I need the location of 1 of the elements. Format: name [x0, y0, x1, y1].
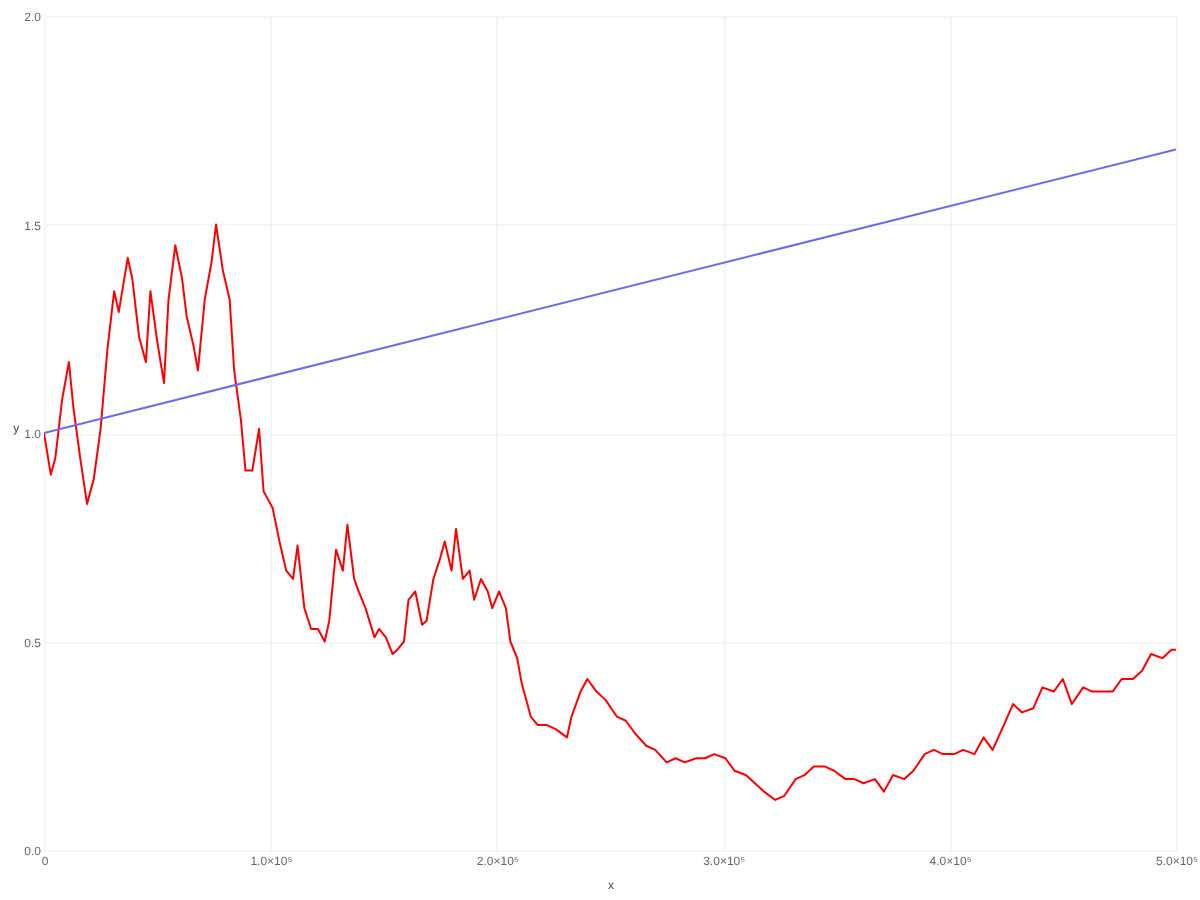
line-series	[44, 223, 1176, 801]
